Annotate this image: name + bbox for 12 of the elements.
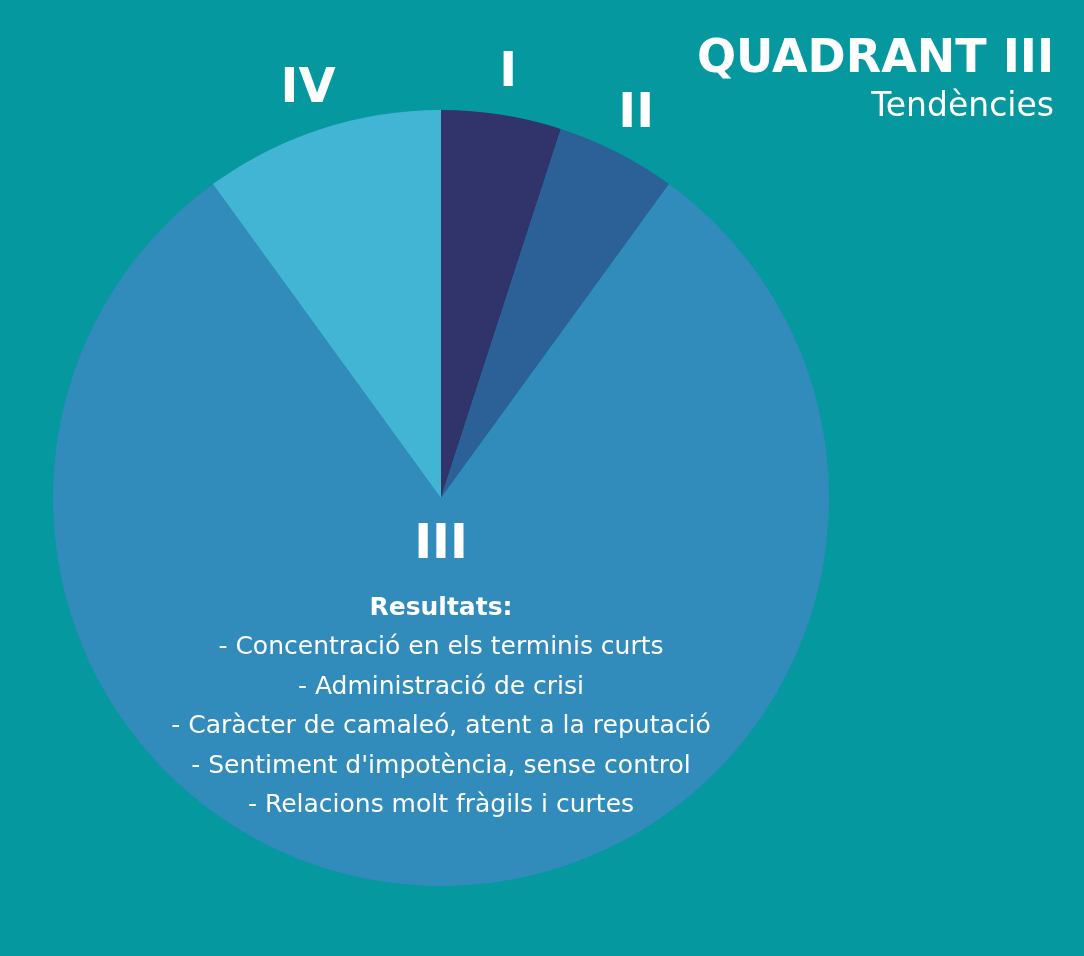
text: Tendències (870, 84, 1054, 126)
slice-label: IV (280, 56, 336, 113)
text: - Sentiment d'impotència, sense control (191, 749, 691, 779)
text: - Administració de crisi (297, 670, 585, 700)
slice-label: II (618, 82, 655, 139)
text: - Relacions molt fràgils i curtes (247, 789, 635, 818)
text: - Concentració en els terminis curts (218, 631, 664, 660)
slice-label: III (414, 513, 468, 570)
text: - Caràcter de camaleó, atent a la reputació (171, 710, 711, 739)
chart-title: QUADRANT III (696, 28, 1054, 84)
slice-label: I (499, 40, 518, 97)
text: Resultats: (369, 591, 513, 621)
